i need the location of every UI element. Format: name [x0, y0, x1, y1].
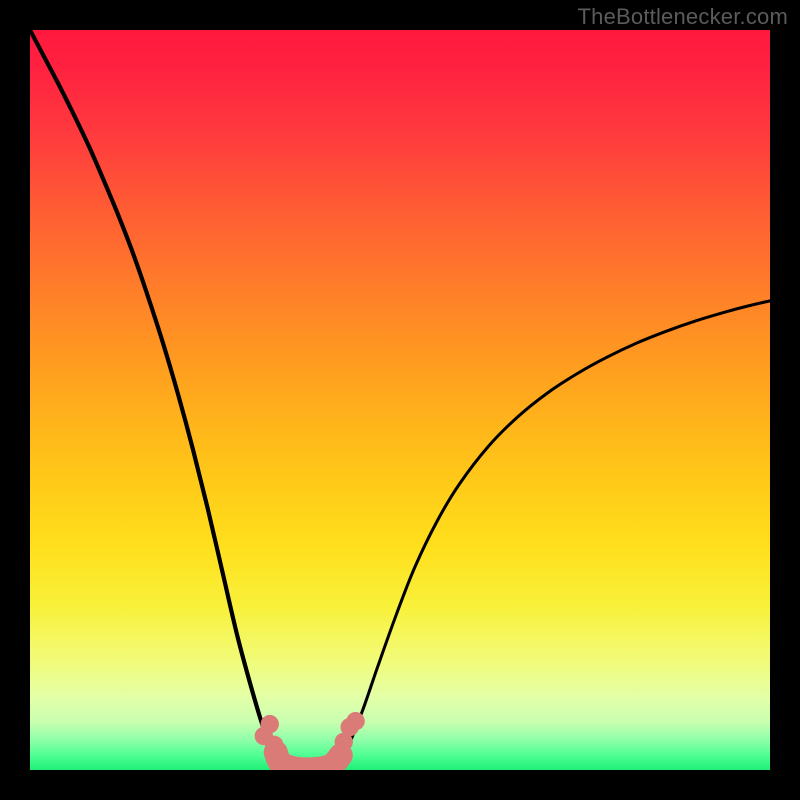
gradient-background: [30, 30, 770, 770]
chart-container: TheBottlenecker.com: [0, 0, 800, 800]
footprint-dot: [346, 712, 364, 730]
watermark: TheBottlenecker.com: [578, 4, 788, 30]
footprint-dot: [261, 715, 279, 733]
bottleneck-plot: [0, 0, 800, 800]
